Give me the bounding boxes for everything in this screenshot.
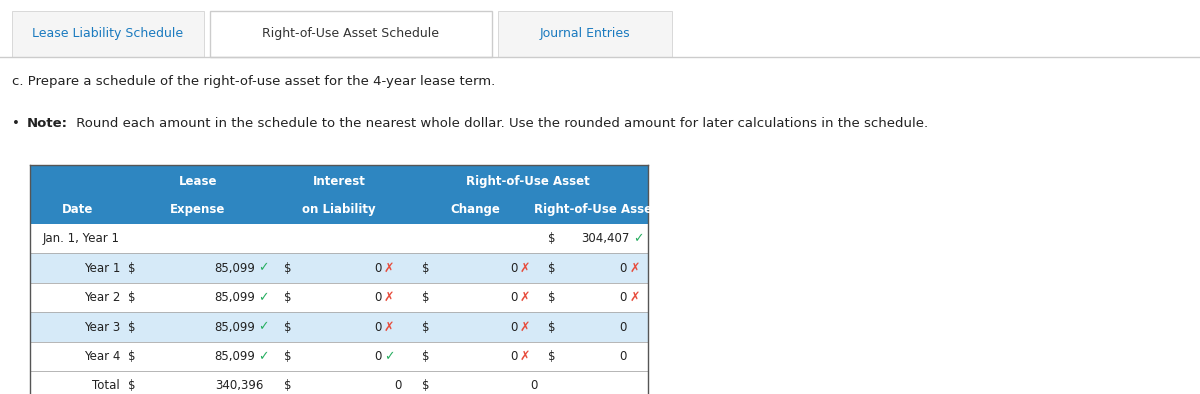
Text: $: $ [422,262,430,275]
Text: 304,407: 304,407 [582,232,630,245]
Text: ✓: ✓ [258,262,269,275]
Text: Lease: Lease [179,175,217,188]
Text: 85,099: 85,099 [215,291,256,304]
Text: $: $ [548,262,556,275]
Text: Right-of-Use Asset: Right-of-Use Asset [466,175,590,188]
FancyBboxPatch shape [30,342,648,371]
FancyBboxPatch shape [30,165,648,224]
Text: 0: 0 [619,350,626,363]
Text: 85,099: 85,099 [215,320,256,333]
Text: 0: 0 [374,350,382,363]
Text: $: $ [548,291,556,304]
Text: $: $ [284,262,292,275]
Text: 0: 0 [619,320,626,333]
Text: 0: 0 [395,379,402,392]
Text: ✓: ✓ [258,320,269,333]
FancyBboxPatch shape [30,312,648,342]
Text: $: $ [284,350,292,363]
Text: Date: Date [62,203,94,216]
Text: ✓: ✓ [258,350,269,363]
Text: Right-of-Use Asset: Right-of-Use Asset [534,203,658,216]
FancyBboxPatch shape [12,11,204,57]
Text: 0: 0 [374,262,382,275]
Text: Year 3: Year 3 [84,320,120,333]
Text: ✗: ✗ [520,291,530,304]
Text: $: $ [548,320,556,333]
Text: Right-of-Use Asset Schedule: Right-of-Use Asset Schedule [263,27,439,40]
Text: Lease Liability Schedule: Lease Liability Schedule [32,27,184,40]
Text: 85,099: 85,099 [215,350,256,363]
Text: 0: 0 [510,320,517,333]
Text: $: $ [128,262,136,275]
Text: ✗: ✗ [384,262,395,275]
Text: ✓: ✓ [634,232,644,245]
Text: ✗: ✗ [520,320,530,333]
Text: Note:: Note: [26,117,67,130]
Text: Year 2: Year 2 [84,291,120,304]
Text: $: $ [548,350,556,363]
Text: ✓: ✓ [258,291,269,304]
Text: ✗: ✗ [630,291,641,304]
Text: $: $ [284,379,292,392]
Text: Year 1: Year 1 [84,262,120,275]
FancyBboxPatch shape [30,371,648,394]
Text: $: $ [422,320,430,333]
Text: Round each amount in the schedule to the nearest whole dollar. Use the rounded a: Round each amount in the schedule to the… [72,117,928,130]
Text: Journal Entries: Journal Entries [540,27,630,40]
Text: 0: 0 [510,262,517,275]
Text: $: $ [548,232,556,245]
Text: 0: 0 [619,262,626,275]
FancyBboxPatch shape [30,224,648,253]
Text: Year 4: Year 4 [84,350,120,363]
Text: ✗: ✗ [520,262,530,275]
Text: 0: 0 [530,379,538,392]
Text: ✗: ✗ [384,320,395,333]
Text: 340,396: 340,396 [216,379,264,392]
FancyBboxPatch shape [498,11,672,57]
Text: Interest: Interest [312,175,366,188]
Text: Jan. 1, Year 1: Jan. 1, Year 1 [43,232,120,245]
Text: ✗: ✗ [520,350,530,363]
FancyBboxPatch shape [30,253,648,283]
Text: $: $ [284,291,292,304]
Text: Total: Total [92,379,120,392]
Text: $: $ [422,350,430,363]
Text: Change: Change [451,203,500,216]
Text: 0: 0 [510,350,517,363]
Text: $: $ [422,379,430,392]
Text: 0: 0 [374,291,382,304]
Text: 85,099: 85,099 [215,262,256,275]
Text: ✗: ✗ [384,291,395,304]
Text: on Liability: on Liability [302,203,376,216]
Text: 0: 0 [510,291,517,304]
Text: $: $ [128,379,136,392]
Text: Expense: Expense [170,203,226,216]
Text: ✗: ✗ [630,262,641,275]
Text: $: $ [128,350,136,363]
FancyBboxPatch shape [210,11,492,57]
Text: 0: 0 [619,291,626,304]
Text: 0: 0 [374,320,382,333]
Text: ✓: ✓ [384,350,395,363]
Text: $: $ [128,320,136,333]
Text: $: $ [422,291,430,304]
Text: $: $ [128,291,136,304]
Text: •: • [12,117,20,130]
Text: c. Prepare a schedule of the right-of-use asset for the 4-year lease term.: c. Prepare a schedule of the right-of-us… [12,74,496,87]
FancyBboxPatch shape [30,283,648,312]
Text: $: $ [284,320,292,333]
